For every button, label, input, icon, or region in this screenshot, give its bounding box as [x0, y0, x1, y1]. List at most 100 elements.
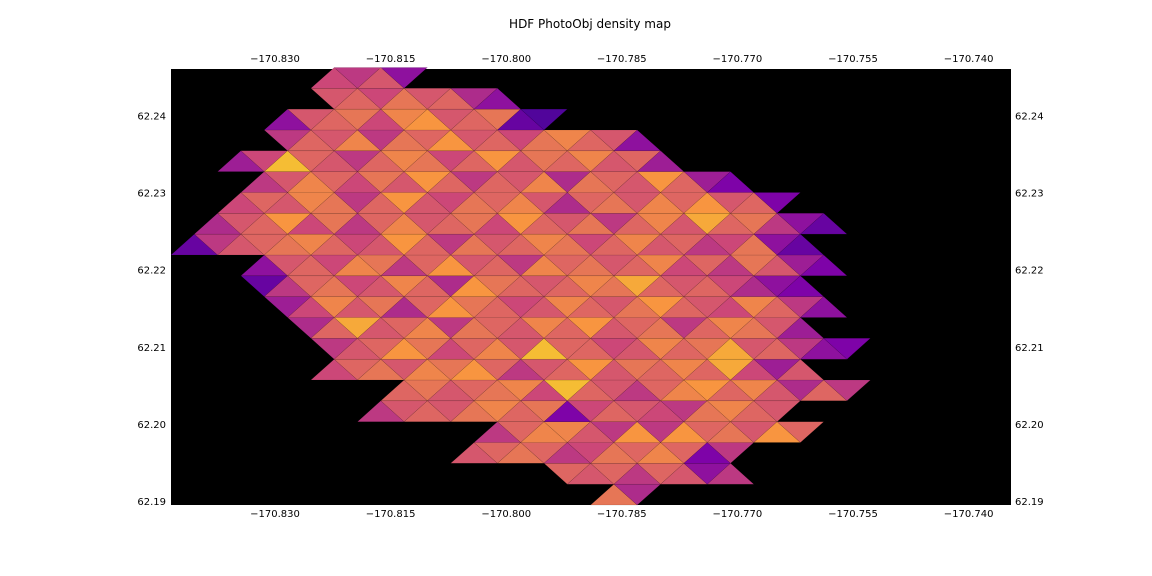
density-cell [450, 88, 498, 110]
x-tick-label-bottom: −170.755 [828, 509, 878, 520]
density-cell [496, 108, 545, 131]
density-cell [776, 317, 825, 339]
density-cell [543, 275, 592, 297]
density-cell [403, 233, 452, 256]
density-cell [310, 275, 359, 297]
density-cell [799, 254, 848, 276]
density-cell [613, 129, 662, 152]
density-cell [799, 338, 848, 360]
density-cell [473, 213, 522, 235]
density-cell [706, 171, 755, 193]
x-tick-label-bottom: −170.815 [366, 509, 416, 520]
y-tick-label-right: 62.19 [1015, 497, 1044, 508]
density-cell [450, 150, 498, 172]
density-cell [473, 88, 522, 110]
axes: −170.830 −170.830 −170.815 −170.815 −170.800… [137, 54, 1043, 520]
y-tick-label-left: 62.24 [137, 111, 166, 122]
density-cell [683, 233, 732, 256]
density-cell [543, 442, 592, 464]
density-cell [496, 275, 545, 297]
y-tick-label-right: 62.21 [1015, 343, 1044, 354]
density-cell [776, 421, 825, 443]
density-cell [287, 108, 335, 131]
y-tick-label-right: 62.24 [1015, 111, 1044, 122]
density-cell [287, 171, 335, 193]
density-cell [380, 67, 428, 89]
density-cell [543, 150, 592, 172]
density-cell [287, 213, 335, 235]
density-cell [683, 171, 732, 193]
density-cell [543, 400, 592, 422]
density-cell [310, 150, 359, 172]
density-cell [543, 129, 592, 152]
density-cell [496, 317, 545, 339]
density-cell [706, 463, 755, 485]
density-cell [473, 379, 522, 401]
density-cell [636, 275, 685, 297]
density-cell [543, 317, 592, 339]
density-cell [496, 192, 545, 214]
density-cell [683, 442, 732, 464]
density-cell [380, 213, 428, 235]
density-mesh [170, 67, 871, 506]
density-cell [287, 254, 335, 276]
density-cell [799, 379, 848, 401]
density-cell [543, 233, 592, 256]
density-cell [543, 192, 592, 214]
density-cell [729, 358, 778, 381]
x-tick-label-top: −170.830 [250, 54, 300, 65]
density-cell [356, 275, 405, 297]
x-tick-label-top: −170.740 [944, 54, 994, 65]
density-cell [683, 400, 732, 422]
density-cell [729, 400, 778, 422]
x-tick-label-top: −170.800 [481, 54, 531, 65]
density-cell [403, 108, 452, 131]
density-cell [450, 108, 498, 131]
density-cell [473, 338, 522, 360]
density-cell [263, 150, 312, 172]
density-cell [729, 275, 778, 297]
density-cell [473, 421, 522, 443]
density-cell [823, 338, 871, 360]
y-tick-label-left: 62.23 [137, 189, 166, 200]
x-tick-label-top: −170.815 [366, 54, 416, 65]
density-cell [799, 213, 848, 235]
density-cell [823, 379, 871, 402]
y-tick-label-left: 62.21 [137, 343, 166, 354]
density-cell [683, 275, 732, 297]
density-cell [403, 358, 452, 381]
chart-title: HDF PhotoObj density map [509, 17, 671, 31]
x-tick-label-bottom: −170.740 [944, 509, 994, 520]
density-cell [473, 171, 522, 193]
density-cell [636, 150, 685, 172]
density-cell [729, 192, 778, 214]
density-cell [287, 129, 335, 152]
density-cell [496, 358, 545, 381]
density-cell [496, 442, 545, 464]
density-cell [403, 317, 452, 339]
density-cell [776, 275, 825, 297]
x-tick-label-top: −170.770 [713, 54, 763, 65]
density-cell [403, 400, 452, 422]
density-cell [776, 358, 825, 381]
density-cell [263, 275, 312, 297]
x-tick-label-top: −170.755 [828, 54, 878, 65]
density-cell [776, 233, 825, 256]
density-cell [333, 213, 382, 235]
y-tick-label-left: 62.20 [137, 420, 166, 431]
density-cell [683, 358, 732, 381]
density-cell [753, 192, 801, 214]
density-cell [403, 192, 452, 214]
density-cell [753, 213, 801, 235]
density-cell [193, 213, 242, 235]
y-tick-label-right: 62.20 [1015, 420, 1044, 431]
density-cell [473, 254, 522, 276]
density-cell [403, 88, 452, 110]
density-cell [543, 358, 592, 381]
density-cell [217, 150, 265, 172]
density-cell [496, 400, 545, 422]
x-tick-label-bottom: −170.785 [597, 509, 647, 520]
density-cell [496, 150, 545, 172]
density-cell [403, 275, 452, 297]
